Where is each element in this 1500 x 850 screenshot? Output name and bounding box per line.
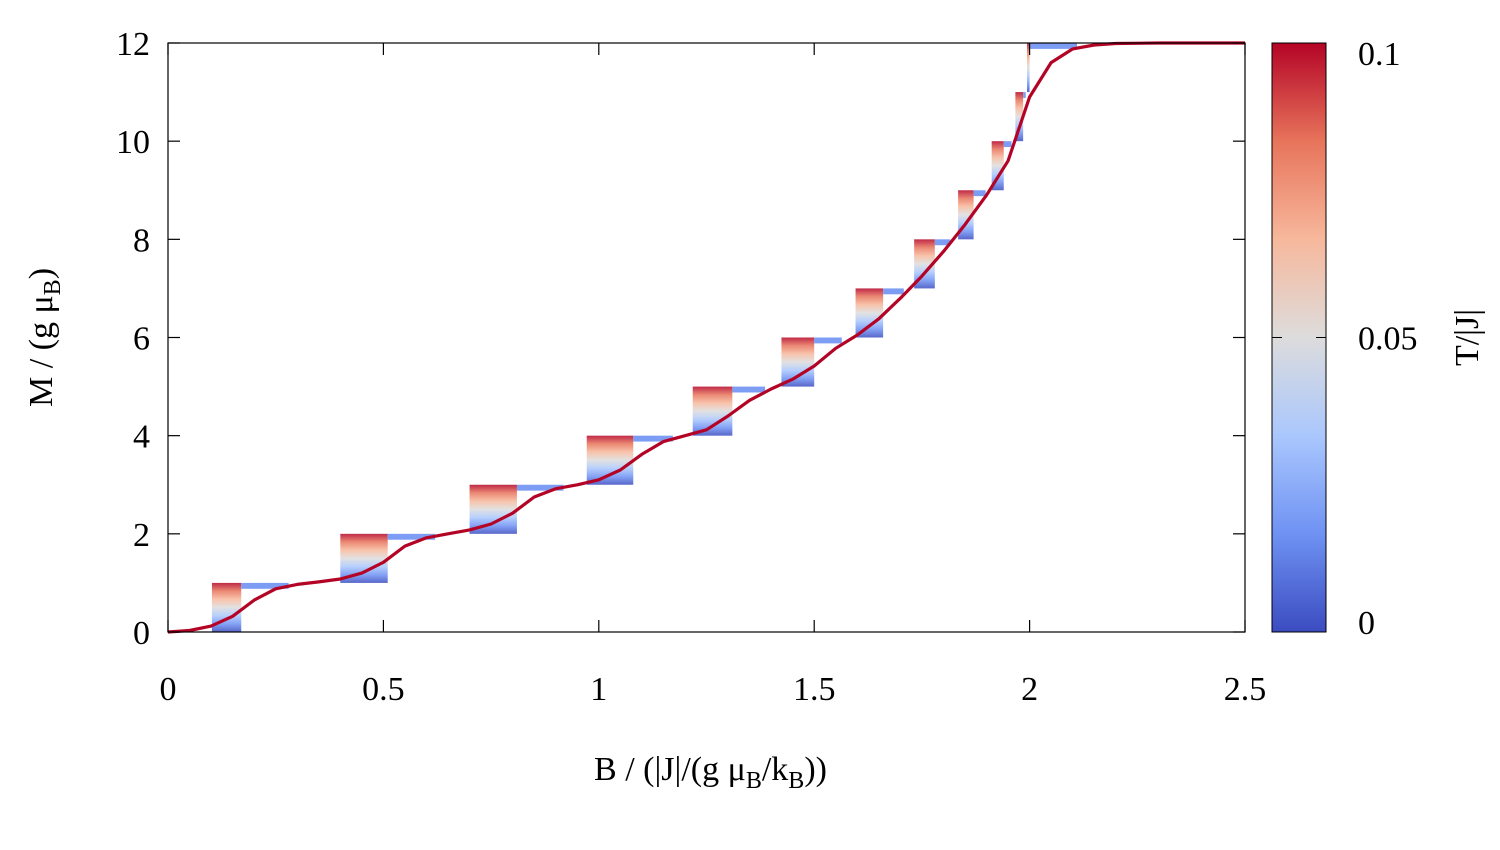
- step-band: [1015, 92, 1024, 142]
- x-axis-label-end: )): [804, 751, 827, 788]
- colorbar-label: T/|J|: [1449, 309, 1486, 366]
- step-band-edge: [883, 288, 904, 295]
- plot-frame: [167, 42, 1246, 633]
- step-band-edge: [814, 337, 842, 344]
- x-tick-label: 1: [590, 671, 607, 708]
- x-axis-label-sub1: B: [746, 768, 762, 794]
- y-tick-label: 8: [133, 222, 150, 259]
- x-tick-label: 1.5: [793, 671, 836, 708]
- colorbar: 0 0.05 0.1 T/|J|: [1271, 36, 1486, 642]
- series-line: [167, 41, 1245, 634]
- colorbar-tick-label: 0.05: [1358, 321, 1418, 358]
- x-axis-label: B / (|J|/(g μB/kB)): [594, 751, 827, 794]
- step-band: [991, 141, 1004, 191]
- step-band: [1027, 43, 1030, 93]
- step-band-edge: [1029, 43, 1077, 49]
- x-axis-label-main: B / (|J|/(g μ: [594, 751, 746, 788]
- x-tick-label: 0.5: [362, 671, 405, 708]
- step-band-edge: [387, 533, 436, 540]
- step-band-edge: [1003, 141, 1012, 148]
- step-band: [586, 435, 634, 485]
- y-axis-label: M / (g μB): [23, 268, 66, 407]
- y-tick-label: 0: [133, 615, 150, 652]
- y-axis-label-sub: B: [40, 279, 66, 295]
- step-band: [692, 386, 733, 436]
- y-axis-label-end: ): [23, 268, 60, 279]
- step-band-edge: [1023, 92, 1026, 98]
- x-axis: 0 0.5 1 1.5 2 2.5: [160, 43, 1267, 708]
- y-tick-label: 12: [116, 26, 150, 63]
- step-band-edge: [973, 190, 986, 197]
- step-band: [469, 484, 517, 534]
- step-band: [781, 337, 815, 387]
- x-axis-label-mid: /k: [762, 751, 788, 788]
- y-tick-label: 4: [133, 419, 150, 456]
- step-band-edge: [934, 239, 951, 246]
- x-tick-label: 2.5: [1224, 671, 1267, 708]
- step-band-edge: [732, 386, 766, 393]
- low-temperature-steps: [211, 43, 1077, 632]
- y-axis-label-main: M / (g μ: [23, 295, 60, 407]
- colorbar-tick-label: 0.1: [1358, 36, 1401, 73]
- step-band-edge: [633, 435, 673, 442]
- step-band-edge: [516, 484, 564, 491]
- y-tick-label: 6: [133, 321, 150, 358]
- colorbar-tick-label: 0: [1358, 605, 1375, 642]
- colorbar-ticks: 0 0.05 0.1: [1272, 36, 1418, 642]
- y-tick-label: 10: [116, 124, 150, 161]
- data-series: [167, 41, 1245, 634]
- y-tick-label: 2: [133, 517, 150, 554]
- x-tick-label: 2: [1021, 671, 1038, 708]
- step-band: [914, 239, 935, 289]
- step-band-edge: [241, 582, 289, 589]
- step-band: [340, 533, 388, 583]
- step-band: [855, 288, 884, 338]
- y-axis: 0 2 4 6 8 10 12: [116, 26, 1245, 652]
- x-axis-label-sub2: B: [788, 768, 804, 794]
- x-tick-label: 0: [160, 671, 177, 708]
